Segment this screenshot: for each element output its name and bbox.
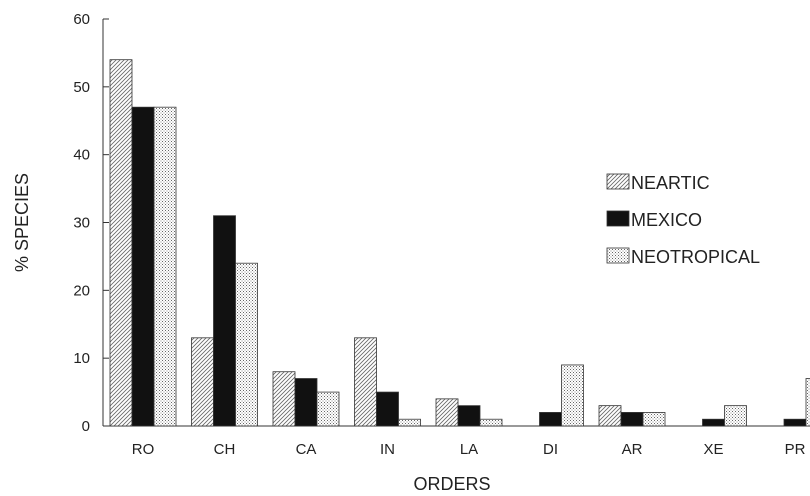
bar-neotropical-di [561, 364, 584, 427]
bar-neartic-in [354, 337, 377, 427]
bar-mexico-pr [783, 418, 807, 427]
legend-label-mexico: MEXICO [631, 210, 702, 230]
bar-neartic-ro [109, 59, 133, 427]
y-tick-label: 50 [73, 79, 90, 96]
bar-mexico-in [376, 391, 399, 427]
x-tick-label: LA [460, 441, 478, 458]
legend-label-neartic: NEARTIC [631, 173, 710, 193]
y-tick-label: 20 [73, 282, 90, 299]
bar-neartic-la [435, 398, 459, 427]
bar-neotropical-in [398, 418, 421, 427]
bar-mexico-ar [620, 412, 644, 427]
y-tick-label: 30 [73, 215, 90, 232]
legend-label-neotropical: NEOTROPICAL [631, 247, 760, 267]
bar-mexico-ro [131, 106, 155, 427]
x-tick-label: CA [296, 441, 317, 458]
y-tick-label: 0 [82, 418, 90, 435]
bar-mexico-di [539, 412, 562, 427]
y-axis-title: % SPECIES [12, 173, 32, 272]
legend-swatch-neotropical [606, 247, 630, 264]
bar-mexico-ch [213, 215, 236, 427]
bar-mexico-xe [702, 418, 725, 427]
x-tick-label: IN [380, 441, 395, 458]
legend-swatch-mexico [606, 210, 630, 227]
bar-neartic-ch [191, 337, 214, 427]
bars [109, 59, 810, 427]
y-tick-label: 60 [73, 11, 90, 28]
x-tick-label: PR [785, 441, 806, 458]
y-tick-label: 10 [73, 350, 90, 367]
x-tick-label: AR [622, 441, 643, 458]
bar-neotropical-la [479, 418, 503, 427]
x-axis-title: ORDERS [413, 474, 490, 494]
bar-neotropical-xe [724, 405, 747, 427]
bar-neartic-ar [598, 405, 622, 427]
bar-neotropical-ca [316, 391, 340, 427]
y-tick-label: 40 [73, 147, 90, 164]
bar-mexico-la [457, 405, 481, 427]
bar-neartic-ca [272, 371, 296, 427]
x-tick-label: CH [214, 441, 236, 458]
x-tick-label: XE [703, 441, 723, 458]
bar-neotropical-ar [642, 412, 666, 427]
bar-neotropical-pr [805, 378, 810, 427]
bar-neotropical-ch [235, 262, 258, 427]
x-tick-label: DI [543, 441, 558, 458]
legend-swatch-neartic [606, 173, 630, 190]
bar-neotropical-ro [153, 106, 177, 427]
bar-mexico-ca [294, 378, 318, 427]
tick-labels: 0 10 20 30 40 50 60 RO CH CA IN LA DI AR XE PR [73, 11, 805, 458]
x-tick-label: RO [132, 441, 155, 458]
legend: NEARTIC MEXICO NEOTROPICAL [606, 173, 760, 267]
